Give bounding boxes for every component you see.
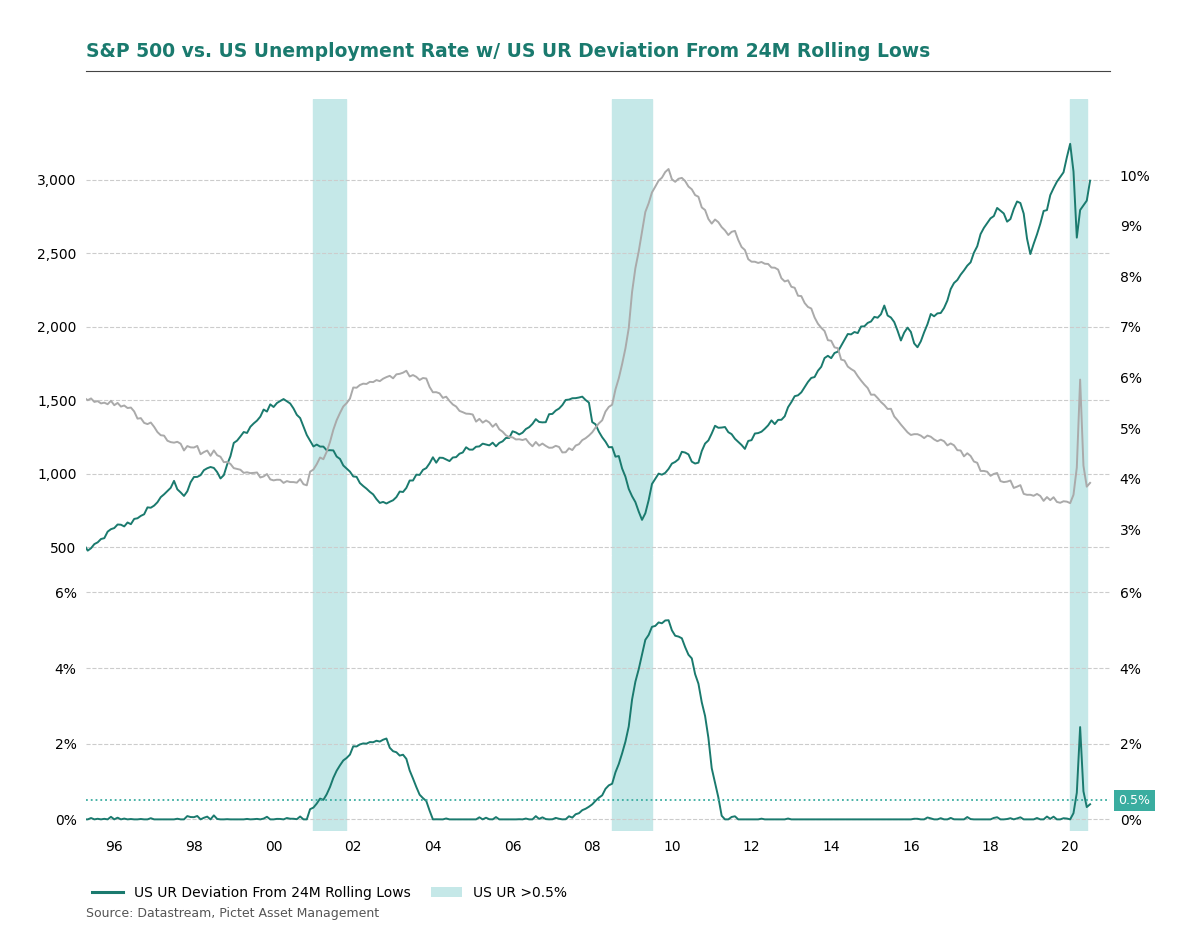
Text: Source: Datastream, Pictet Asset Management: Source: Datastream, Pictet Asset Managem…	[86, 907, 379, 920]
Bar	[612, 99, 652, 555]
Legend: S&P 500, US Unemployment Rate  (rhs), US UR >0.5%: S&P 500, US Unemployment Rate (rhs), US …	[86, 559, 616, 584]
Bar	[313, 555, 347, 831]
Bar	[313, 99, 347, 555]
Text: 0.5%: 0.5%	[1118, 794, 1151, 807]
Bar	[1070, 99, 1087, 555]
Bar	[1070, 555, 1087, 831]
Text: S&P 500 vs. US Unemployment Rate w/ US UR Deviation From 24M Rolling Lows: S&P 500 vs. US Unemployment Rate w/ US U…	[86, 42, 931, 61]
Legend: US UR Deviation From 24M Rolling Lows, US UR >0.5%: US UR Deviation From 24M Rolling Lows, U…	[86, 881, 572, 905]
Bar	[612, 555, 652, 831]
